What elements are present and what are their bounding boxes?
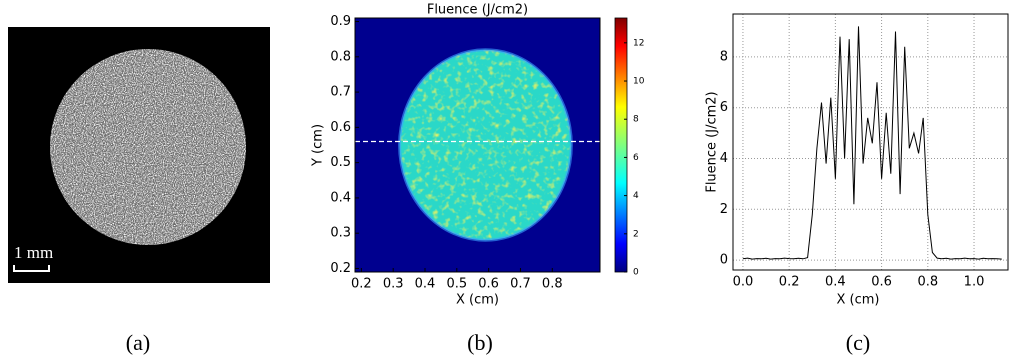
- y-tick-label: 0: [720, 253, 728, 268]
- x-tick-label: 0.5: [446, 277, 467, 292]
- x-tick-label: 0.2: [779, 275, 800, 290]
- y-tick-label: 8: [720, 49, 728, 64]
- x-tick-label: 0.7: [510, 277, 531, 292]
- x-tick-label: 0.2: [351, 277, 372, 292]
- profile-line: [742, 26, 1002, 260]
- x-axis-label: X (cm): [837, 293, 880, 308]
- spot-grain: [50, 49, 246, 245]
- y-tick-label: 0.4: [330, 190, 351, 205]
- y-tick-label: 0.6: [330, 120, 351, 135]
- y-axis-label: Y (cm): [311, 124, 326, 167]
- colorbar-tick-label: 0: [633, 268, 639, 278]
- panel-label: (a): [126, 330, 150, 355]
- y-tick-label: 0.3: [330, 226, 351, 241]
- panel-c: 0.0 0.2 0.4 0.6 0.8 1.0 0 2 4 6 8 X (cm) Fluence (J/…: [705, 13, 1009, 355]
- x-tick-label: 0.0: [733, 275, 754, 290]
- x-axis-label: X (cm): [456, 293, 499, 308]
- y-axis-label: Fluence (J/cm2): [705, 91, 720, 192]
- x-tick-label: 0.6: [871, 275, 892, 290]
- y-tick-label: 0.8: [330, 49, 351, 64]
- y-tick-label: 0.7: [330, 85, 351, 100]
- y-tick-label: 0.2: [330, 261, 351, 276]
- chart-title: Fluence (J/cm2): [427, 3, 528, 18]
- colorbar-tick-label: 10: [633, 77, 645, 87]
- axes-frame: [732, 13, 1009, 271]
- axes-frame: [354, 17, 601, 273]
- y-tick-label: 4: [720, 151, 728, 166]
- colorbar-tick-label: 8: [633, 115, 639, 125]
- spot-edge: [398, 48, 573, 242]
- y-tick-label: 0.9: [330, 14, 351, 29]
- x-tick-label: 0.8: [917, 275, 938, 290]
- x-tick-label: 0.4: [415, 277, 436, 292]
- panel-label: (c): [846, 330, 870, 355]
- x-tick-label: 0.8: [542, 277, 563, 292]
- y-tick-label: 6: [720, 100, 728, 115]
- spot-speckle: [399, 49, 572, 241]
- colorbar-tick-label: 12: [633, 38, 644, 48]
- scale-label: 1 mm: [14, 243, 53, 262]
- x-tick-label: 0.3: [383, 277, 404, 292]
- panel-b: 0.2 0.3 0.4 0.5 0.6 0.7 0.8 0.2 0.3 0.4 0.5 0.6 0.7 0…: [311, 3, 645, 356]
- colorbar-tick-label: 2: [633, 229, 639, 239]
- scale-bar: [13, 265, 50, 272]
- colorbar-tick-label: 4: [633, 191, 639, 201]
- panel-label: (b): [467, 330, 493, 355]
- x-tick-label: 0.4: [825, 275, 846, 290]
- colorbar-tick-label: 6: [633, 153, 639, 163]
- y-tick-label: 0.5: [330, 155, 351, 170]
- x-tick-label: 0.6: [478, 277, 499, 292]
- y-tick-label: 2: [720, 202, 728, 217]
- x-tick-label: 1.0: [964, 275, 985, 290]
- panel-a: 1 mm (a): [8, 27, 270, 355]
